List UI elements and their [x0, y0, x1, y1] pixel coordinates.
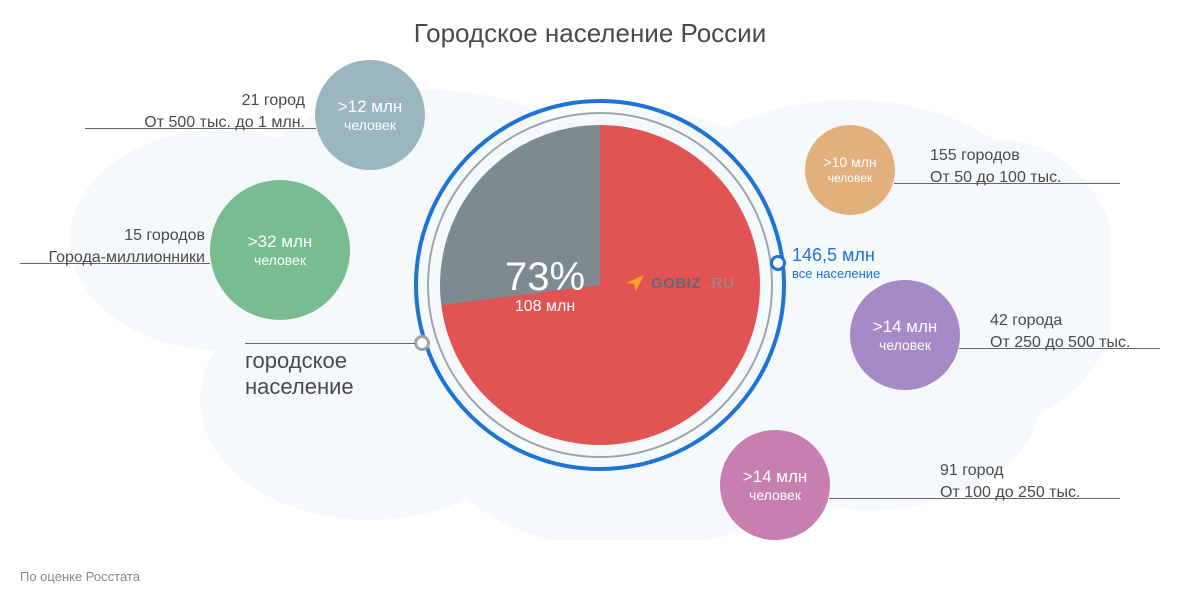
bubble-caption: человек — [749, 487, 801, 505]
bubble-b4: >14 млнчеловек — [850, 280, 960, 390]
callout-b1: 21 городОт 500 тыс. до 1 млн. — [85, 90, 305, 133]
callout-line2: От 50 до 100 тыс. — [930, 167, 1160, 189]
callout-b5: 91 городОт 100 до 250 тыс. — [940, 460, 1140, 503]
infographic-stage: Городское население России 73% 108 млн G… — [0, 0, 1180, 600]
logo-text-thin: .RU — [707, 275, 734, 292]
source-footnote: По оценке Росстата — [20, 569, 140, 584]
bubble-value: >10 млн — [823, 154, 876, 172]
total-population-caption: все население — [792, 266, 880, 281]
callout-line1: 91 город — [940, 460, 1140, 482]
bubble-value: >32 млн — [248, 231, 313, 252]
callout-line1: 42 города — [990, 310, 1180, 332]
callout-line1: 15 городов — [20, 225, 205, 247]
callout-b4: 42 городаОт 250 до 500 тыс. — [990, 310, 1180, 353]
pie-percent: 73% — [480, 255, 610, 300]
callout-line1: 155 городов — [930, 145, 1160, 167]
callout-line2: Города-миллионники — [20, 247, 205, 269]
urban-population-label: городское население — [245, 348, 354, 400]
bubble-b5: >14 млнчеловек — [720, 430, 830, 540]
paper-plane-icon — [625, 273, 645, 293]
callout-line2: От 100 до 250 тыс. — [940, 482, 1140, 504]
chart-title: Городское население России — [0, 18, 1180, 49]
pie-chart: 73% 108 млн GOBIZ .RU — [440, 125, 760, 445]
pie-subvalue: 108 млн — [480, 298, 610, 316]
callout-b3: 155 городовОт 50 до 100 тыс. — [930, 145, 1160, 188]
bubble-caption: человек — [344, 117, 396, 135]
logo: GOBIZ .RU — [625, 273, 734, 293]
urban-label-line2: население — [245, 374, 354, 399]
bubble-b3: >10 млнчеловек — [805, 125, 895, 215]
bubble-caption: человек — [879, 337, 931, 355]
total-population-label: 146,5 млн все население — [792, 245, 880, 281]
callout-line2: От 250 до 500 тыс. — [990, 332, 1180, 354]
bubble-caption: человек — [828, 171, 873, 186]
pie-main-label: 73% 108 млн — [480, 255, 610, 316]
total-population-value: 146,5 млн — [792, 245, 875, 265]
callout-line2: От 500 тыс. до 1 млн. — [85, 112, 305, 134]
ring-dot-left — [414, 335, 430, 351]
bubble-b1: >12 млнчеловек — [315, 60, 425, 170]
callout-line1: 21 город — [85, 90, 305, 112]
bubble-value: >12 млн — [338, 96, 403, 117]
bubble-value: >14 млн — [873, 316, 938, 337]
urban-leader — [245, 343, 415, 344]
bubble-b2: >32 млнчеловек — [210, 180, 350, 320]
urban-label-line1: городское — [245, 348, 347, 373]
bubble-caption: человек — [254, 252, 306, 270]
ring-dot-right — [770, 255, 786, 271]
callout-b2: 15 городовГорода-миллионники — [20, 225, 205, 268]
logo-text-bold: GOBIZ — [651, 275, 701, 292]
bubble-value: >14 млн — [743, 466, 808, 487]
